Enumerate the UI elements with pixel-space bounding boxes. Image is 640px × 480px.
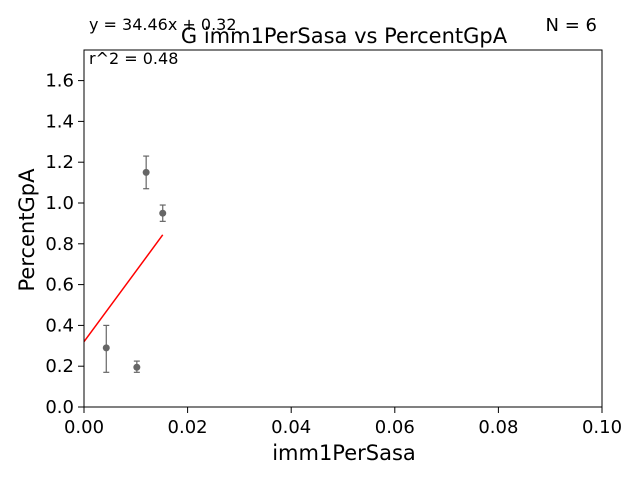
r-squared-annotation: r^2 = 0.48	[89, 49, 178, 68]
y-tick-label: 0.4	[45, 315, 74, 336]
y-tick-label: 1.6	[45, 71, 74, 92]
x-tick-label: 0.02	[168, 417, 208, 438]
chart-title: G imm1PerSasa vs PercentGpA	[181, 24, 508, 48]
x-axis-label: imm1PerSasa	[272, 441, 416, 465]
x-tick-label: 0.08	[478, 417, 518, 438]
y-tick-label: 0.2	[45, 356, 74, 377]
equation-annotation: y = 34.46x + 0.32	[89, 15, 237, 34]
x-tick-label: 0.00	[64, 417, 104, 438]
x-tick-label: 0.06	[375, 417, 415, 438]
y-tick-label: 1.2	[45, 152, 74, 173]
y-tick-label: 0.8	[45, 234, 74, 255]
y-tick-label: 1.0	[45, 193, 74, 214]
y-axis-label: PercentGpA	[15, 168, 39, 292]
plot-frame	[83, 49, 603, 408]
n-annotation: N = 6	[546, 15, 597, 36]
y-tick-label: 1.4	[45, 111, 74, 132]
fit-line-layer	[83, 234, 164, 343]
data-point	[159, 209, 167, 217]
data-points-layer	[102, 155, 167, 373]
y-tick-label: 0.0	[45, 397, 74, 418]
x-tick-label: 0.04	[271, 417, 311, 438]
data-point	[133, 363, 141, 371]
data-point	[142, 168, 150, 176]
fit-line	[83, 234, 164, 343]
y-axis-ticks: 0.0 0.2 0.4 0.6 0.8 1.0 1.2 1.4 1.6	[45, 71, 84, 418]
y-tick-label: 0.6	[45, 275, 74, 296]
data-point	[102, 344, 110, 352]
x-tick-label: 0.10	[582, 417, 622, 438]
x-axis-ticks: 0.00 0.02 0.04 0.06 0.08 0.10	[64, 407, 622, 438]
